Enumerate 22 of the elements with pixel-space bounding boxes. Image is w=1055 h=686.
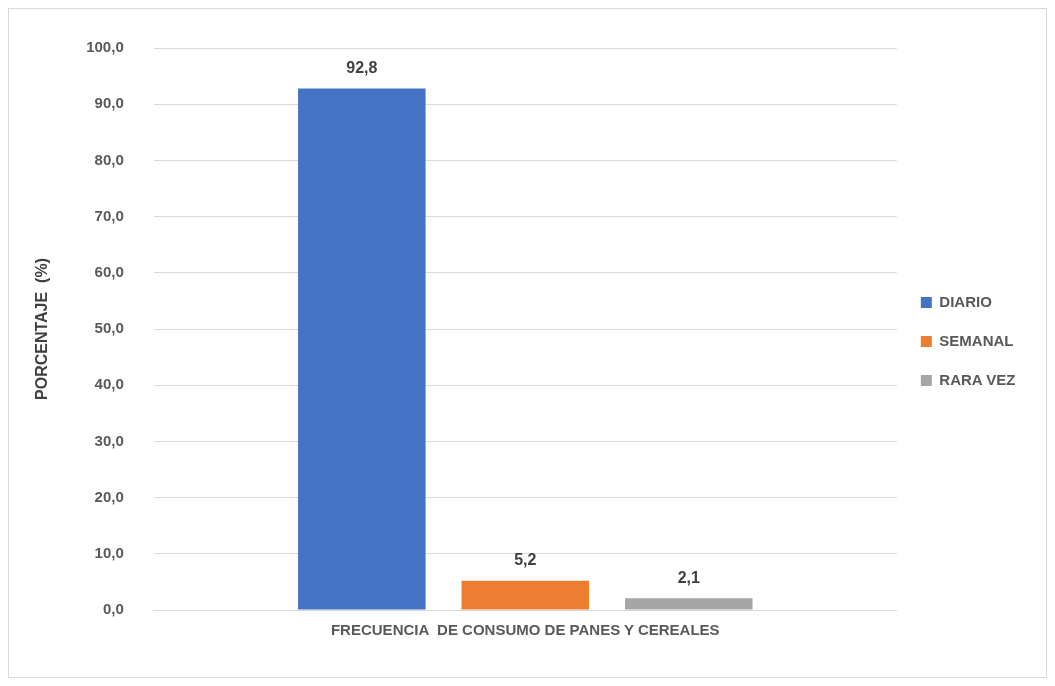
legend-label: RARA VEZ xyxy=(939,370,1016,388)
y-tick-label: 40,0 xyxy=(94,375,124,393)
data-label: 2,1 xyxy=(677,568,700,586)
bar xyxy=(298,88,426,610)
y-tick-label: 100,0 xyxy=(86,38,124,56)
y-tick-label: 60,0 xyxy=(94,262,124,280)
legend-label: SEMANAL xyxy=(939,331,1014,349)
y-tick-label: 90,0 xyxy=(94,94,124,112)
bar xyxy=(461,580,590,610)
bar xyxy=(625,598,753,610)
y-tick-label: 80,0 xyxy=(94,150,124,168)
y-tick-label: 70,0 xyxy=(94,206,124,224)
x-tick-label: FRECUENCIA DE CONSUMO DE PANES Y CEREALES xyxy=(330,621,720,639)
data-label: 5,2 xyxy=(514,551,537,569)
y-tick-label: 50,0 xyxy=(94,319,124,337)
y-tick-label: 0,0 xyxy=(102,600,124,618)
data-label: 92,8 xyxy=(346,58,378,76)
y-tick-label: 10,0 xyxy=(94,543,124,561)
y-tick-label: 30,0 xyxy=(94,431,124,449)
y-axis-title: PORCENTAJE (%) xyxy=(33,258,51,400)
legend-label: DIARIO xyxy=(939,292,993,310)
y-tick-label: 20,0 xyxy=(94,487,124,505)
